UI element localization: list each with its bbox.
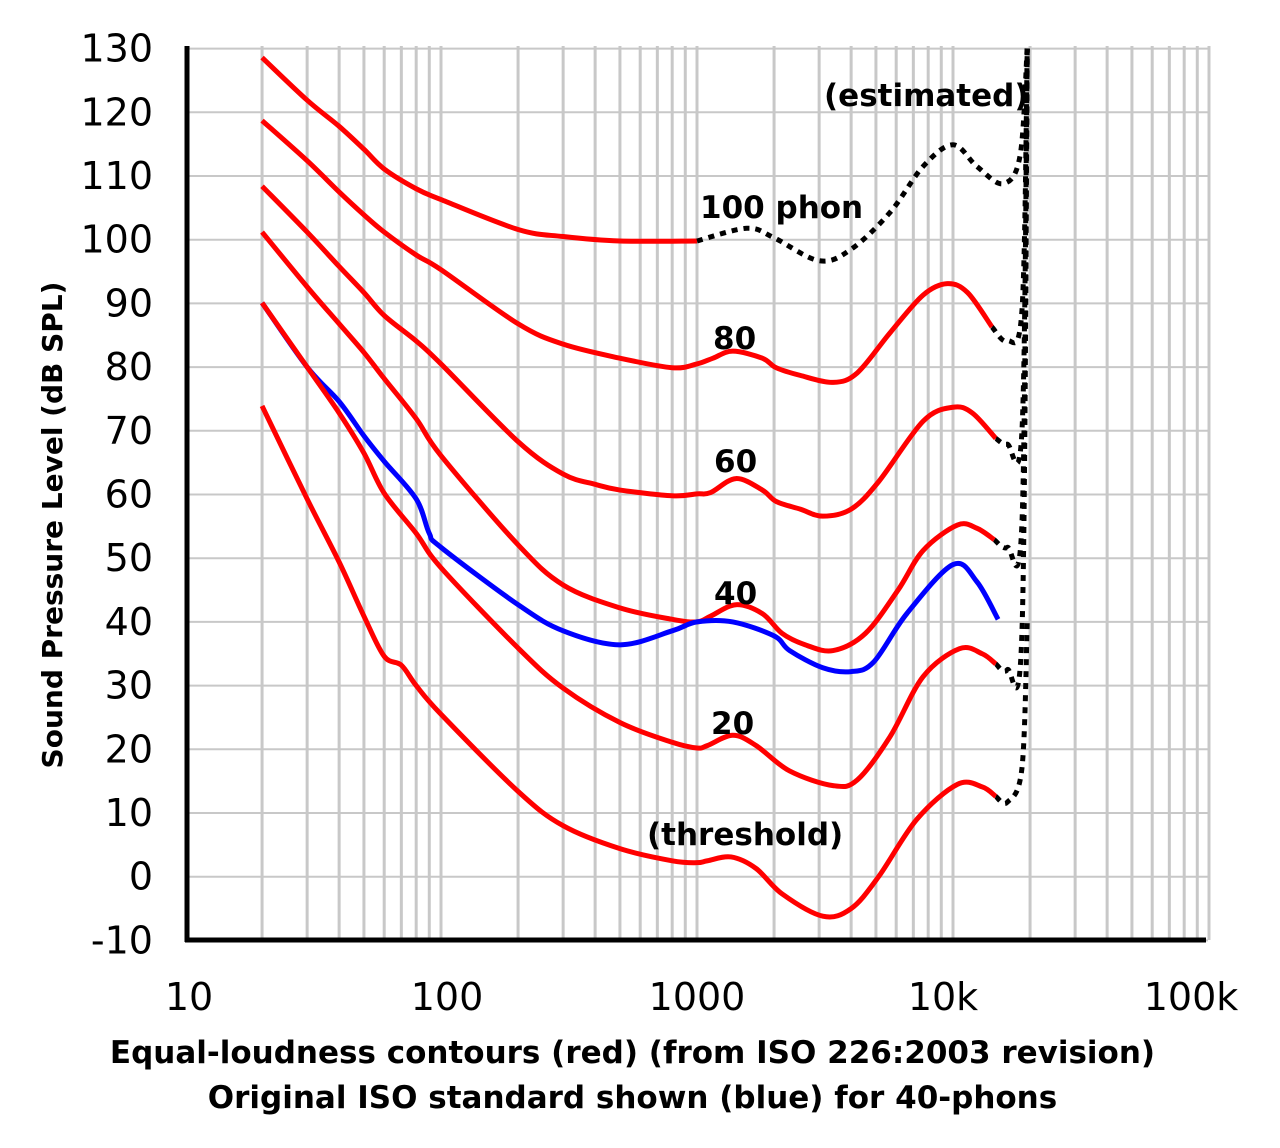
iso-226-contour-line [259, 404, 998, 920]
y-tick-label: 10 [105, 791, 153, 835]
estimated-curve-line [994, 48, 1030, 691]
y-tick-label: 40 [105, 600, 153, 644]
y-tick-label: 50 [105, 536, 153, 580]
estimated-curve-line [696, 45, 1030, 264]
x-tick-label: 1000 [649, 975, 746, 1019]
caption-line-2: Original ISO standard shown (blue) for 4… [207, 1080, 1058, 1116]
estimated-curve-line [994, 621, 1030, 806]
estimated-curve-line [994, 48, 1030, 466]
grid [187, 46, 1211, 942]
y-tick-label: 110 [80, 154, 153, 198]
label-100-phon: 100 phon [700, 190, 863, 226]
label-threshold: (threshold) [647, 817, 843, 853]
series-group [259, 45, 1030, 920]
x-tick-label: 100 [411, 975, 484, 1019]
x-tick-label: 100k [1144, 975, 1239, 1019]
y-tick-label: 100 [80, 218, 153, 262]
y-tick-label: 60 [105, 473, 153, 517]
iso-226-contour-line [260, 301, 998, 790]
y-tick-label: 70 [105, 409, 153, 453]
iso-226-contour-line [260, 118, 995, 385]
label-estimated: (estimated) [824, 78, 1029, 114]
iso-226-contour-line [260, 55, 698, 244]
y-tick-label: 30 [105, 664, 153, 708]
y-tick-label: 80 [105, 345, 153, 389]
estimated-curve-line [990, 48, 1030, 346]
label-40-phon: 40 [714, 576, 757, 612]
label-20-phon: 20 [711, 706, 754, 742]
y-tick-label: 130 [80, 27, 153, 71]
iso-226-contour-line [260, 230, 996, 654]
x-tick-labels: 10 100 1000 10k 100k [165, 975, 1238, 1019]
y-tick-label: 0 [129, 855, 153, 899]
y-axis-title: Sound Pressure Level (dB SPL) [36, 282, 69, 769]
x-tick-label: 10 [165, 975, 213, 1019]
label-80-phon: 80 [713, 321, 756, 357]
y-tick-label: -10 [91, 918, 153, 962]
y-tick-label: 90 [105, 281, 153, 325]
y-tick-label: 120 [80, 90, 153, 134]
iso-226-contour-line [260, 184, 998, 519]
caption-line-1: Equal-loudness contours (red) (from ISO … [109, 1035, 1156, 1071]
label-60-phon: 60 [714, 444, 757, 480]
original-iso-40-phon-line [260, 301, 1001, 675]
x-tick-label: 10k [908, 975, 978, 1019]
y-tick-label: 20 [105, 727, 153, 771]
